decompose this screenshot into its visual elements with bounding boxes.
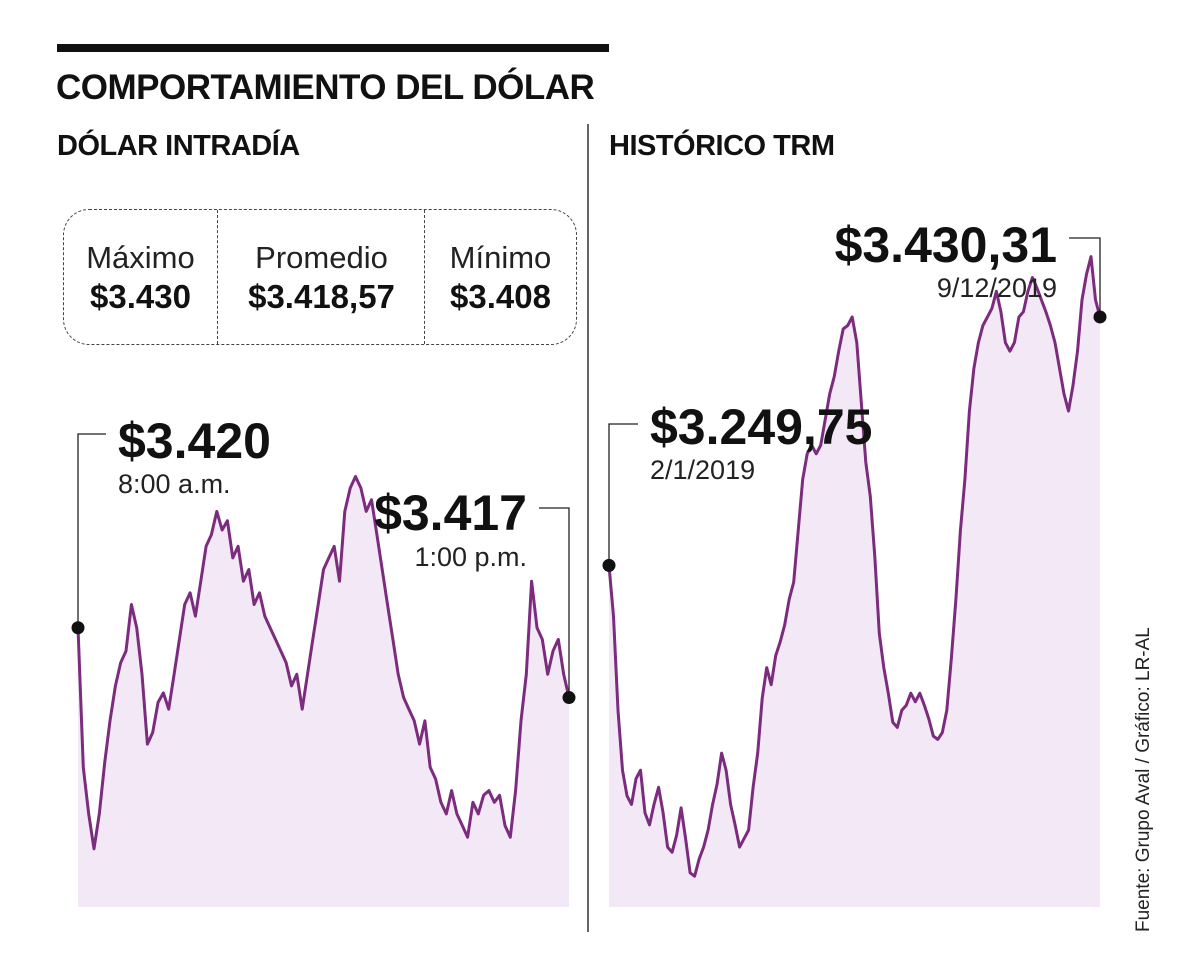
intraday-end-date: 1:00 p.m. xyxy=(414,542,527,572)
trm-end-date: 9/12/2019 xyxy=(937,273,1057,303)
intraday-line xyxy=(76,475,571,851)
stat-average-label: Promedio xyxy=(255,240,388,275)
title-rule xyxy=(57,44,609,52)
intraday-stats-box: Máximo $3.430 Promedio $3.418,57 Mínimo … xyxy=(63,209,577,345)
page-title: COMPORTAMIENTO DEL DÓLAR xyxy=(56,68,595,107)
trm-start-leader xyxy=(608,423,638,566)
intraday-start-value: $3.420 xyxy=(118,413,271,469)
source-credit: Fuente: Grupo Aval / Gráfico: LR-AL xyxy=(1133,627,1154,932)
stat-maximum-value: $3.430 xyxy=(90,278,191,315)
intraday-start-dot xyxy=(71,621,85,635)
intraday-start-date: 8:00 a.m. xyxy=(118,469,231,499)
trm-end-dot xyxy=(1093,310,1107,324)
intraday-end-leader xyxy=(539,507,570,698)
trm-line xyxy=(607,255,1102,878)
trm-end-leader xyxy=(1069,237,1101,317)
intraday-end-value: $3.417 xyxy=(374,485,527,541)
trm-start-dot xyxy=(602,558,616,572)
intraday-start-leader xyxy=(77,433,106,628)
stat-minimum-label: Mínimo xyxy=(449,240,552,275)
stat-minimum-value: $3.408 xyxy=(450,278,551,315)
stat-maximum-label: Máximo xyxy=(86,240,195,275)
stat-average: Promedio $3.418,57 xyxy=(217,210,425,344)
trm-end-value: $3.430,31 xyxy=(835,217,1057,273)
trm-start-value: $3.249,75 xyxy=(650,399,872,455)
intraday-end-dot xyxy=(562,691,576,705)
stat-minimum: Mínimo $3.408 xyxy=(424,210,576,344)
stat-maximum: Máximo $3.430 xyxy=(64,210,217,344)
panel-divider xyxy=(587,124,589,932)
right-chart-title: HISTÓRICO TRM xyxy=(609,130,835,162)
trm-start-date: 2/1/2019 xyxy=(650,455,755,485)
stat-average-value: $3.418,57 xyxy=(248,278,395,315)
trm-area xyxy=(609,256,1100,908)
left-chart-title: DÓLAR INTRADÍA xyxy=(57,130,300,162)
